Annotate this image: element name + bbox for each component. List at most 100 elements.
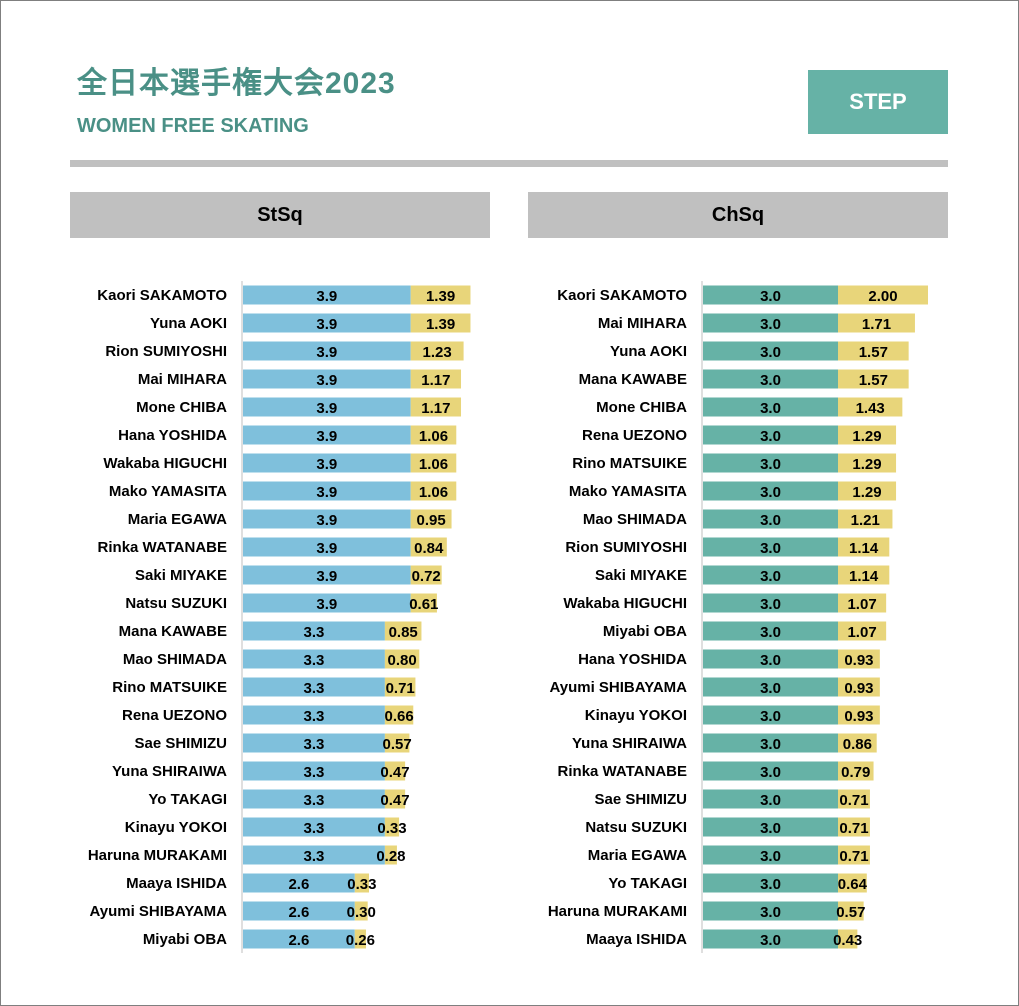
stsq-goe-bar <box>384 845 397 865</box>
chsq-goe-bar <box>838 929 858 949</box>
chsq-goe-bar <box>838 369 909 389</box>
stsq-base-value-label: 3.9 <box>316 512 337 529</box>
stsq-category-label: Maria EGAWA <box>128 511 227 528</box>
stsq-base-value-label: 3.3 <box>304 652 325 669</box>
stsq-base-value-label: 3.9 <box>316 344 337 361</box>
chsq-base-value-label: 3.0 <box>760 428 781 445</box>
chsq-base-value-label: 3.0 <box>760 484 781 501</box>
chsq-goe-value-label: 0.79 <box>841 764 870 781</box>
stsq-category-label: Yuna AOKI <box>150 315 227 332</box>
stsq-category-label: Saki MIYAKE <box>135 567 227 584</box>
chsq-category-label: Rion SUMIYOSHI <box>565 539 687 556</box>
stsq-base-bar <box>243 313 411 333</box>
chsq-goe-value-label: 1.07 <box>847 624 876 641</box>
chsq-goe-value-label: 1.29 <box>852 428 881 445</box>
stsq-goe-value-label: 0.57 <box>383 736 412 753</box>
stsq-base-value-label: 3.3 <box>304 820 325 837</box>
chsq-goe-bar <box>838 873 867 893</box>
stsq-category-label: Sae SHIMIZU <box>134 735 227 752</box>
stsq-category-label: Rion SUMIYOSHI <box>105 343 227 360</box>
step-badge: STEP <box>808 70 948 134</box>
stsq-goe-value-label: 0.80 <box>387 652 416 669</box>
chsq-category-label: Mako YAMASITA <box>569 483 687 500</box>
page-subtitle: WOMEN FREE SKATING <box>77 115 309 137</box>
stsq-category-label: Yo TAKAGI <box>148 791 227 808</box>
chsq-base-bar <box>703 761 838 781</box>
chsq-goe-value-label: 1.57 <box>859 344 888 361</box>
stsq-goe-bar <box>410 537 447 557</box>
stsq-category-label: Mone CHIBA <box>136 399 227 416</box>
stsq-base-bar <box>243 621 385 641</box>
chsq-goe-bar <box>838 285 928 305</box>
chsq-category-label: Rino MATSUIKE <box>572 455 687 472</box>
chsq-goe-bar <box>838 817 870 837</box>
stsq-goe-bar <box>410 425 457 445</box>
stsq-goe-bar <box>410 285 471 305</box>
stsq-base-value-label: 3.3 <box>304 764 325 781</box>
chsq-base-bar <box>703 705 838 725</box>
stsq-goe-bar <box>410 397 462 417</box>
chsq-category-label: Rinka WATANABE <box>558 763 687 780</box>
stsq-base-bar <box>243 817 385 837</box>
stsq-goe-bar <box>354 929 366 949</box>
chsq-category-label: Ayumi SHIBAYAMA <box>549 679 687 696</box>
chsq-goe-value-label: 2.00 <box>868 288 897 305</box>
chsq-base-value-label: 3.0 <box>760 876 781 893</box>
stsq-base-value-label: 3.9 <box>316 484 337 501</box>
chsq-base-bar <box>703 285 838 305</box>
stsq-goe-bar <box>354 873 369 893</box>
chsq-goe-bar <box>838 677 880 697</box>
stsq-goe-value-label: 1.39 <box>426 288 455 305</box>
chsq-goe-value-label: 0.93 <box>844 652 873 669</box>
stsq-goe-value-label: 0.33 <box>347 876 376 893</box>
stsq-goe-value-label: 0.47 <box>380 792 409 809</box>
stsq-goe-value-label: 0.85 <box>389 624 418 641</box>
chsq-base-value-label: 3.0 <box>760 708 781 725</box>
chsq-base-bar <box>703 509 838 529</box>
stsq-base-value-label: 3.9 <box>316 316 337 333</box>
chsq-goe-value-label: 0.93 <box>844 708 873 725</box>
stsq-goe-bar <box>384 705 414 725</box>
stsq-goe-bar <box>384 733 410 753</box>
chsq-goe-bar <box>838 313 915 333</box>
stsq-panel-header: StSq <box>70 192 490 238</box>
chsq-base-value-label: 3.0 <box>760 736 781 753</box>
stsq-base-bar <box>243 369 411 389</box>
stsq-category-label: Rino MATSUIKE <box>112 679 227 696</box>
stsq-base-value-label: 3.3 <box>304 680 325 697</box>
chsq-base-bar <box>703 621 838 641</box>
chsq-goe-value-label: 1.43 <box>856 400 885 417</box>
chsq-category-label: Maaya ISHIDA <box>586 931 687 948</box>
chsq-base-bar <box>703 817 838 837</box>
chsq-base-bar <box>703 677 838 697</box>
stsq-category-label: Natsu SUZUKI <box>125 595 227 612</box>
stsq-goe-bar <box>410 453 457 473</box>
chsq-base-value-label: 3.0 <box>760 652 781 669</box>
stsq-base-bar <box>243 509 411 529</box>
chsq-base-bar <box>703 593 838 613</box>
chsq-category-label: Haruna MURAKAMI <box>548 903 687 920</box>
stsq-base-bar <box>243 453 411 473</box>
chsq-base-bar <box>703 481 838 501</box>
chsq-base-bar <box>703 649 838 669</box>
chsq-base-value-label: 3.0 <box>760 372 781 389</box>
stsq-category-label: Wakaba HIGUCHI <box>103 455 227 472</box>
stsq-goe-bar <box>384 761 406 781</box>
stsq-base-bar <box>243 285 411 305</box>
chsq-base-value-label: 3.0 <box>760 624 781 641</box>
chsq-base-bar <box>703 929 838 949</box>
stsq-base-value-label: 3.3 <box>304 736 325 753</box>
chsq-category-label: Saki MIYAKE <box>595 567 687 584</box>
stsq-goe-value-label: 1.17 <box>421 372 450 389</box>
chsq-base-bar <box>703 341 838 361</box>
stsq-category-label: Rena UEZONO <box>122 707 227 724</box>
stsq-goe-value-label: 1.06 <box>419 456 448 473</box>
chsq-goe-value-label: 1.57 <box>859 372 888 389</box>
stsq-base-value-label: 3.3 <box>304 792 325 809</box>
stsq-goe-value-label: 0.61 <box>409 596 438 613</box>
chsq-category-label: Rena UEZONO <box>582 427 687 444</box>
chsq-goe-bar <box>838 537 890 557</box>
chsq-category-label: Mone CHIBA <box>596 399 687 416</box>
chsq-base-bar <box>703 397 838 417</box>
